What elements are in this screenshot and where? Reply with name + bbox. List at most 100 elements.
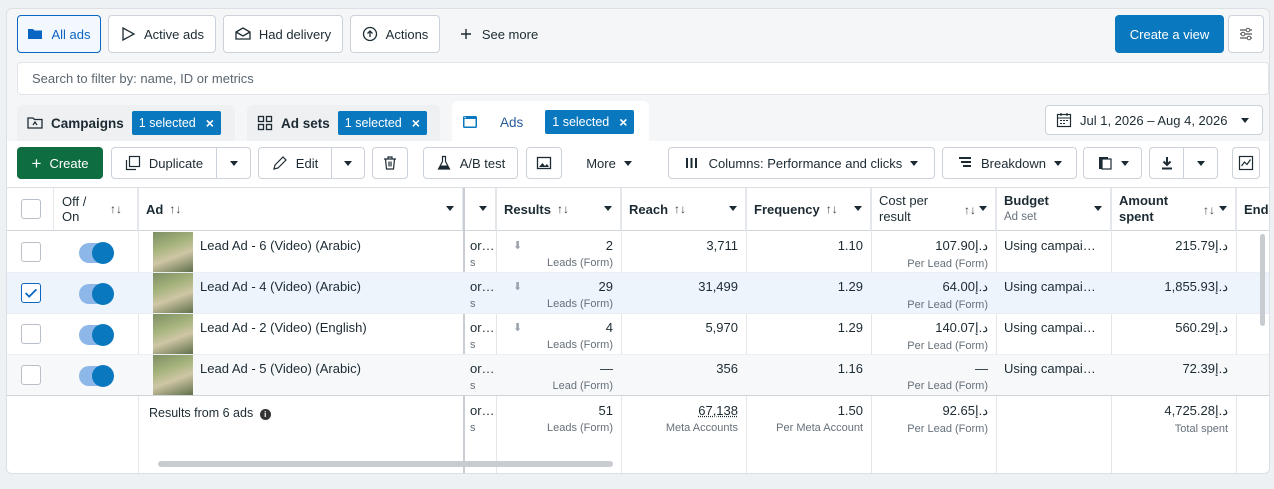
ab-test-button[interactable]: A/B test xyxy=(423,147,518,179)
delivery-toggle[interactable] xyxy=(79,324,114,346)
had-delivery-button[interactable]: Had delivery xyxy=(223,15,343,53)
all-ads-button[interactable]: All ads xyxy=(17,15,101,53)
sort-icon[interactable]: ↑↓ xyxy=(674,202,687,216)
table-row[interactable]: Lead Ad - 6 (Video) (Arabic) or… s ⬇ 2 Lea… xyxy=(7,232,1269,273)
row-checkbox[interactable] xyxy=(21,283,41,303)
chevron-down-icon[interactable] xyxy=(479,206,487,211)
actions-button[interactable]: Actions xyxy=(350,15,440,53)
ad-thumbnail[interactable] xyxy=(153,314,193,354)
header-amount-spent[interactable]: Amount spent ↑↓ xyxy=(1111,188,1236,231)
select-all-checkbox[interactable] xyxy=(21,199,41,219)
download-icon[interactable]: ⬇ xyxy=(513,240,523,252)
search-input[interactable] xyxy=(18,63,1268,94)
chevron-down-icon[interactable] xyxy=(854,206,862,211)
breakdown-button[interactable]: Breakdown xyxy=(942,147,1077,179)
header-budget[interactable]: Budget Ad set xyxy=(996,188,1111,231)
charts-button[interactable] xyxy=(1232,147,1260,179)
table-row[interactable]: Lead Ad - 5 (Video) (Arabic) or… s — Lead … xyxy=(7,355,1269,396)
header-cost-line1: Cost per xyxy=(879,193,929,208)
chevron-down-icon[interactable] xyxy=(1219,206,1227,211)
campaigns-selected-chip[interactable]: 1 selected × xyxy=(131,111,221,135)
ads-selected-chip[interactable]: 1 selected × xyxy=(545,110,635,134)
see-more-button[interactable]: See more xyxy=(449,15,547,53)
info-icon[interactable]: i xyxy=(259,409,271,420)
header-results[interactable]: Results ↑↓ xyxy=(496,188,621,231)
folder-icon xyxy=(27,26,43,42)
ads-table: Off / On ↑↓ Ad ↑↓ Results ↑↓ Reach ↑↓ Fr… xyxy=(7,187,1269,473)
ad-thumbnail[interactable] xyxy=(153,232,193,272)
row-checkbox[interactable] xyxy=(21,365,41,385)
view-settings-button[interactable] xyxy=(1228,15,1264,53)
tab-campaigns-label: Campaigns xyxy=(51,115,124,131)
total-reach-value[interactable]: 67,138 xyxy=(698,403,738,418)
header-frequency[interactable]: Frequency ↑↓ xyxy=(746,188,871,231)
row-checkbox[interactable] xyxy=(21,324,41,344)
chevron-down-icon[interactable] xyxy=(1094,206,1102,211)
date-range-picker[interactable]: Jul 1, 2026 – Aug 4, 2026 xyxy=(1045,105,1263,135)
campaign-folder-icon xyxy=(27,115,43,131)
header-ad-label: Ad xyxy=(146,201,164,217)
chevron-down-icon[interactable] xyxy=(604,206,612,211)
row-checkbox[interactable] xyxy=(21,242,41,262)
edit-button[interactable]: Edit xyxy=(258,147,332,179)
header-off-on[interactable]: Off / On ↑↓ xyxy=(54,188,138,231)
ad-name[interactable]: Lead Ad - 4 (Video) (Arabic) xyxy=(200,279,361,294)
total-reach-cell: 67,138 Meta Accounts xyxy=(621,397,746,438)
columns-label: Columns: Performance and clicks xyxy=(708,155,903,171)
more-button[interactable]: More xyxy=(573,147,645,179)
tab-campaigns[interactable]: Campaigns 1 selected × xyxy=(17,105,235,141)
header-amount-line1: Amount xyxy=(1119,193,1169,208)
header-ad[interactable]: Ad ↑↓ xyxy=(138,188,463,231)
delivery-toggle[interactable] xyxy=(79,242,114,264)
delivery-toggle[interactable] xyxy=(79,283,114,305)
delivery-toggle[interactable] xyxy=(79,365,114,387)
tab-ads[interactable]: Ads 1 selected × xyxy=(452,101,649,143)
edit-dropdown-button[interactable] xyxy=(331,147,365,179)
delete-button[interactable] xyxy=(372,147,408,179)
ad-thumbnail[interactable] xyxy=(153,273,193,313)
header-ends[interactable]: End xyxy=(1236,188,1269,231)
table-row[interactable]: Lead Ad - 4 (Video) (Arabic) or… s ⬇ 29 Le… xyxy=(7,273,1269,314)
sort-icon[interactable]: ↑↓ xyxy=(1203,203,1215,217)
header-reach[interactable]: Reach ↑↓ xyxy=(621,188,746,231)
sort-icon[interactable]: ↑↓ xyxy=(825,202,838,216)
duplicate-dropdown-button[interactable] xyxy=(216,147,251,179)
duplicate-button[interactable]: Duplicate xyxy=(111,147,217,179)
vertical-scrollbar[interactable] xyxy=(1260,234,1265,326)
sort-icon[interactable]: ↑↓ xyxy=(964,203,976,217)
active-ads-button[interactable]: Active ads xyxy=(108,15,216,53)
horizontal-scrollbar[interactable] xyxy=(158,461,613,467)
export-button[interactable] xyxy=(1149,147,1184,179)
reports-button[interactable] xyxy=(1083,147,1142,179)
preview-button[interactable] xyxy=(526,147,562,179)
close-icon[interactable]: × xyxy=(619,114,628,130)
create-view-button[interactable]: Create a view xyxy=(1115,15,1224,53)
create-button[interactable]: + Create xyxy=(17,147,103,179)
ad-name[interactable]: Lead Ad - 2 (Video) (English) xyxy=(200,320,367,335)
ad-name[interactable]: Lead Ad - 5 (Video) (Arabic) xyxy=(200,361,361,376)
chevron-down-icon[interactable] xyxy=(729,206,737,211)
ad-sets-selected-chip[interactable]: 1 selected × xyxy=(337,111,427,135)
sort-icon[interactable]: ↑↓ xyxy=(169,202,182,216)
table-row[interactable]: Lead Ad - 2 (Video) (English) or… s ⬇ 4 Le… xyxy=(7,314,1269,355)
download-icon[interactable]: ⬇ xyxy=(513,322,523,334)
close-icon[interactable]: × xyxy=(411,115,420,131)
ad-name[interactable]: Lead Ad - 6 (Video) (Arabic) xyxy=(200,238,361,253)
total-results-cell: 51 Leads (Form) xyxy=(496,397,621,438)
tab-ad-sets[interactable]: Ad sets 1 selected × xyxy=(247,105,440,141)
chevron-down-icon[interactable] xyxy=(979,206,987,211)
close-icon[interactable]: × xyxy=(205,115,214,131)
sort-icon[interactable]: ↑↓ xyxy=(556,202,569,216)
chevron-down-icon xyxy=(1120,160,1129,166)
download-icon[interactable]: ⬇ xyxy=(513,281,523,293)
frequency-cell: 1.16 xyxy=(837,361,863,376)
columns-button[interactable]: Columns: Performance and clicks xyxy=(668,147,935,179)
header-truncated[interactable] xyxy=(463,188,496,231)
search-bar[interactable] xyxy=(17,62,1269,95)
sort-icon[interactable]: ↑↓ xyxy=(110,202,122,216)
chevron-down-icon[interactable] xyxy=(446,206,454,211)
truncated-cell: or… s xyxy=(470,403,495,434)
ad-thumbnail[interactable] xyxy=(153,355,193,395)
header-cost-per-result[interactable]: Cost per result ↑↓ xyxy=(871,188,996,231)
export-dropdown-button[interactable] xyxy=(1183,147,1218,179)
